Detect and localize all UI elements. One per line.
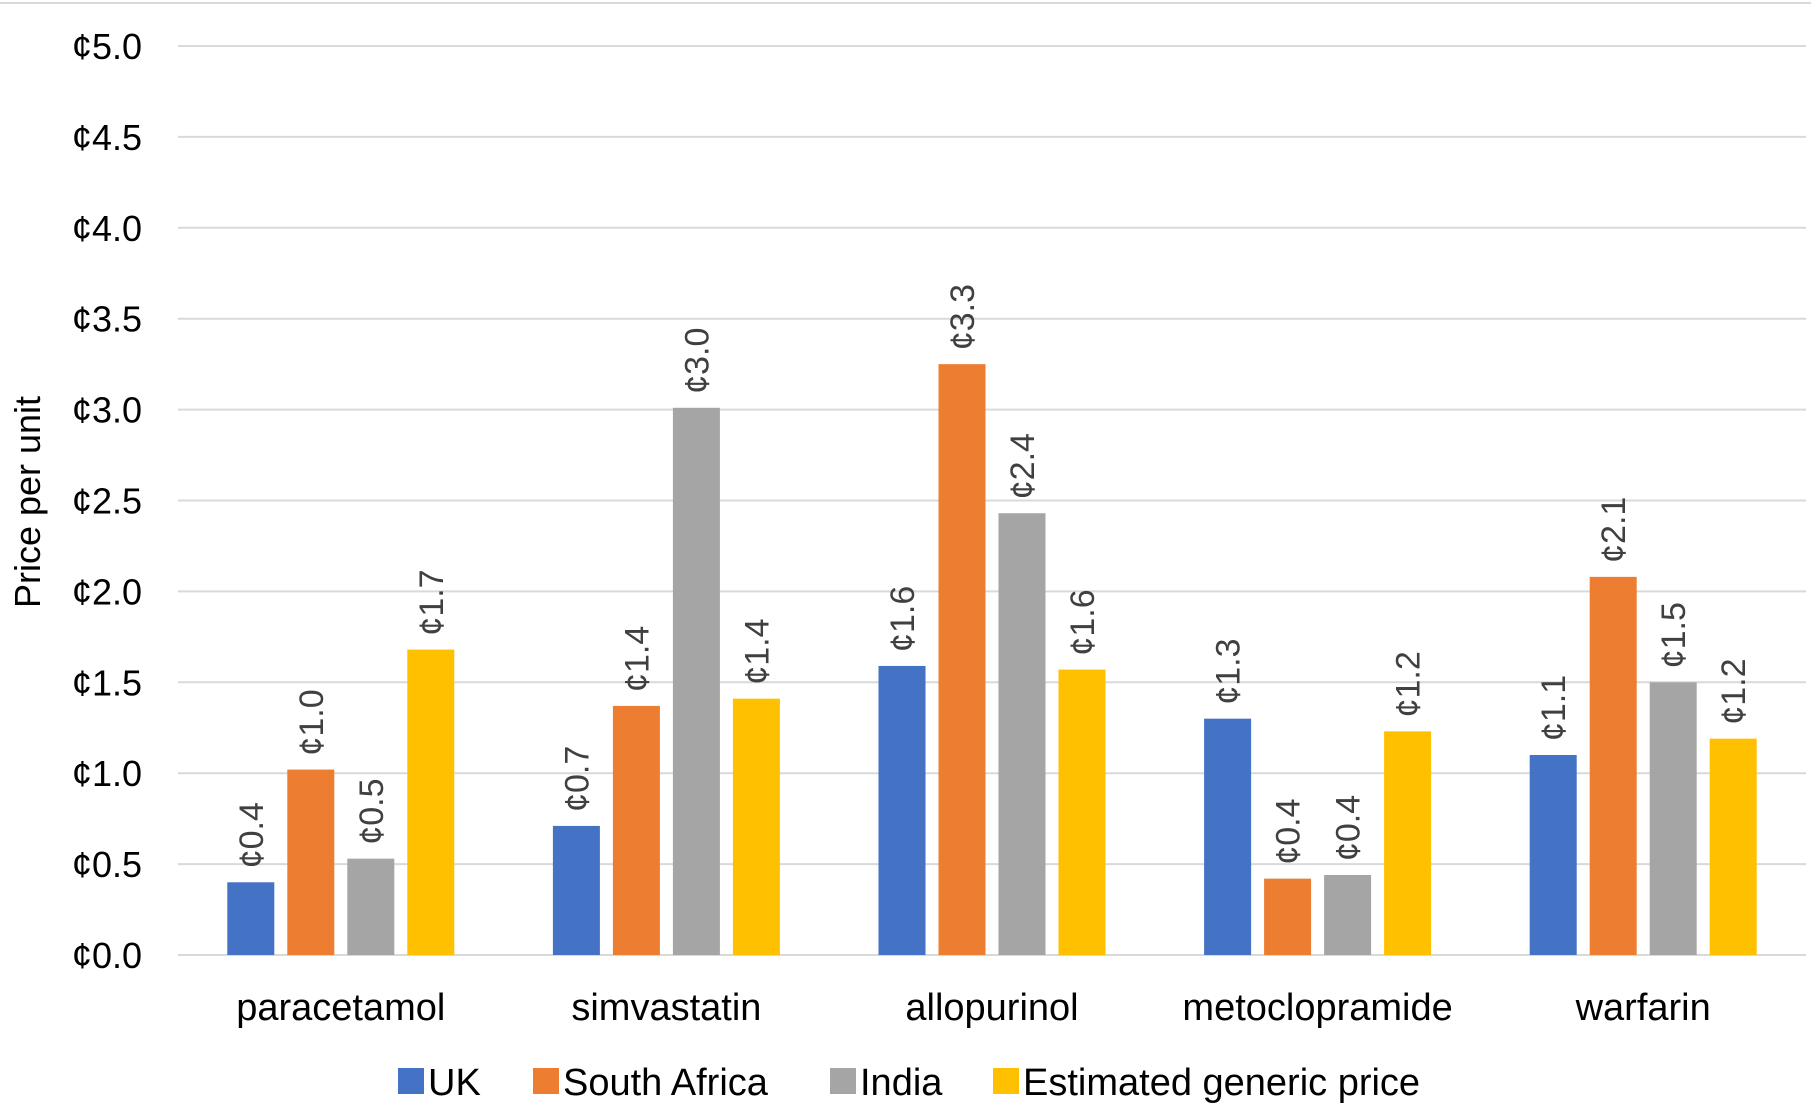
data-label: ¢1.7 bbox=[413, 569, 451, 635]
bars bbox=[227, 364, 1757, 956]
bar bbox=[672, 407, 720, 956]
y-axis-ticks: ¢0.0 ¢0.5 ¢1.0 ¢1.5 ¢2.0 ¢2.5 ¢3.0 ¢3.5 ¢4.0 ¢4.5… bbox=[72, 26, 142, 976]
bar bbox=[1709, 738, 1757, 955]
y-tick-label: ¢2.0 bbox=[72, 571, 142, 612]
data-label: ¢1.1 bbox=[1535, 675, 1573, 741]
y-tick-label: ¢0.5 bbox=[72, 844, 142, 885]
bar bbox=[878, 665, 926, 955]
bar bbox=[612, 705, 660, 955]
x-tick-label: allopurinol bbox=[905, 987, 1078, 1029]
legend-swatch bbox=[533, 1068, 559, 1094]
data-label: ¢1.2 bbox=[1715, 658, 1753, 724]
legend-swatch bbox=[830, 1068, 856, 1094]
legend-label: India bbox=[860, 1062, 943, 1104]
x-axis-ticks: paracetamol simvastatin allopurinol metoclo… bbox=[236, 987, 1711, 1029]
x-tick-label: paracetamol bbox=[236, 987, 445, 1029]
data-label: ¢1.0 bbox=[293, 689, 331, 755]
data-label: ¢1.5 bbox=[1655, 602, 1693, 668]
legend-label: South Africa bbox=[563, 1062, 769, 1104]
bar bbox=[998, 513, 1046, 955]
data-label: ¢0.7 bbox=[558, 746, 596, 812]
y-tick-label: ¢1.0 bbox=[72, 753, 142, 794]
bar bbox=[1384, 731, 1432, 955]
y-tick-label: ¢3.0 bbox=[72, 390, 142, 431]
legend-label: UK bbox=[428, 1062, 481, 1104]
data-label: ¢1.2 bbox=[1390, 651, 1428, 717]
bar bbox=[1058, 669, 1106, 955]
data-label: ¢1.4 bbox=[618, 626, 656, 692]
bar bbox=[1529, 755, 1577, 955]
bar bbox=[1324, 875, 1372, 955]
y-axis-label: Price per unit bbox=[7, 396, 48, 608]
data-label: ¢0.5 bbox=[353, 778, 391, 844]
y-tick-label: ¢0.0 bbox=[72, 935, 142, 976]
bar bbox=[407, 649, 455, 955]
x-tick-label: warfarin bbox=[1575, 987, 1711, 1029]
bar bbox=[1204, 718, 1252, 955]
bar bbox=[287, 769, 335, 955]
data-label: ¢0.4 bbox=[1330, 795, 1368, 861]
bar bbox=[1649, 682, 1697, 955]
data-label: ¢1.4 bbox=[738, 618, 776, 684]
bar bbox=[732, 698, 780, 955]
legend-swatch bbox=[398, 1068, 424, 1094]
data-label: ¢3.0 bbox=[678, 328, 716, 394]
data-label: ¢3.3 bbox=[944, 284, 982, 350]
bar bbox=[938, 364, 986, 955]
data-label: ¢2.1 bbox=[1595, 497, 1633, 563]
data-label: ¢2.4 bbox=[1004, 433, 1042, 499]
data-labels: ¢0.4 ¢1.0 ¢0.5 ¢1.7 ¢0.7 ¢1.4 ¢3.0 ¢1.4 ¢1.6 ¢3.3… bbox=[233, 284, 1753, 868]
x-tick-label: metoclopramide bbox=[1182, 987, 1452, 1029]
data-label: ¢0.4 bbox=[1270, 798, 1308, 864]
data-label: ¢1.3 bbox=[1210, 638, 1248, 704]
y-tick-label: ¢1.5 bbox=[72, 662, 142, 703]
legend-label: Estimated generic price bbox=[1023, 1062, 1420, 1104]
bar bbox=[227, 882, 275, 955]
bar bbox=[1589, 576, 1637, 955]
data-label: ¢1.6 bbox=[1064, 589, 1102, 655]
y-tick-label: ¢3.5 bbox=[72, 299, 142, 340]
data-label: ¢0.4 bbox=[233, 802, 271, 868]
y-tick-label: ¢2.5 bbox=[72, 481, 142, 522]
y-tick-label: ¢4.5 bbox=[72, 117, 142, 158]
bar bbox=[347, 858, 395, 955]
y-tick-label: ¢4.0 bbox=[72, 208, 142, 249]
data-label: ¢1.6 bbox=[884, 586, 922, 652]
bar bbox=[552, 825, 600, 955]
x-tick-label: simvastatin bbox=[571, 987, 761, 1029]
legend-swatch bbox=[993, 1068, 1019, 1094]
bar bbox=[1264, 878, 1312, 955]
y-tick-label: ¢5.0 bbox=[72, 26, 142, 67]
legend: UK South Africa India Estimated generic pri… bbox=[398, 1062, 1420, 1104]
